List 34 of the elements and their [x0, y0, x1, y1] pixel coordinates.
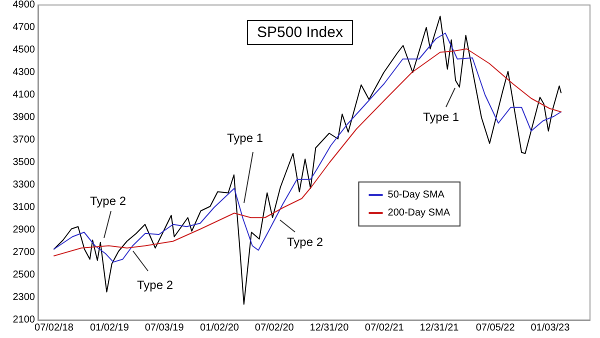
- y-tick-label: 2900: [12, 224, 36, 236]
- x-tick-label: 01/02/19: [90, 322, 130, 334]
- annotation: Type 2: [90, 194, 126, 208]
- x-tick-label: 07/02/20: [254, 322, 294, 334]
- y-tick-label: 4900: [12, 0, 36, 10]
- y-tick-label: 3300: [12, 180, 36, 190]
- x-tick-label: 07/03/19: [144, 322, 184, 334]
- x-tick-label: 12/31/21: [420, 322, 460, 334]
- y-tick-label: 3700: [12, 134, 36, 146]
- legend-label: 50-Day SMA: [388, 190, 445, 200]
- text: SP500 Index: [257, 24, 344, 41]
- y-tick-label: 3900: [12, 112, 36, 123]
- y-tick-label: 3500: [12, 157, 36, 168]
- annotation: Type 1: [422, 110, 460, 124]
- x-tick-label: 07/02/18: [34, 322, 74, 334]
- y-tick-label: 2100: [12, 314, 36, 326]
- y-tick-label: 2500: [12, 270, 36, 280]
- y-tick-label: 3100: [12, 202, 36, 213]
- legend-label: 200-Day SMA: [388, 208, 450, 218]
- x-tick-label: 07/05/22: [476, 322, 516, 334]
- x-tick-label: 01/02/20: [200, 322, 240, 334]
- line-series: [53, 16, 562, 305]
- annotation: Type 2: [136, 278, 174, 292]
- x-tick-label: 12/31/20: [310, 322, 350, 334]
- y-tick-label: 2300: [12, 292, 36, 303]
- y-tick-label: 4300: [12, 67, 36, 78]
- annotation: Type 1: [226, 131, 264, 145]
- y-tick-label: 2700: [12, 247, 36, 258]
- annotation: Type 2: [286, 235, 324, 249]
- y-tick-label: 4700: [12, 22, 36, 33]
- y-tick-label: 4500: [12, 44, 36, 56]
- x-tick-label: 07/02/21: [364, 322, 404, 334]
- x-tick-label: 01/03/23: [530, 322, 570, 334]
- y-tick-label: 4100: [12, 90, 36, 100]
